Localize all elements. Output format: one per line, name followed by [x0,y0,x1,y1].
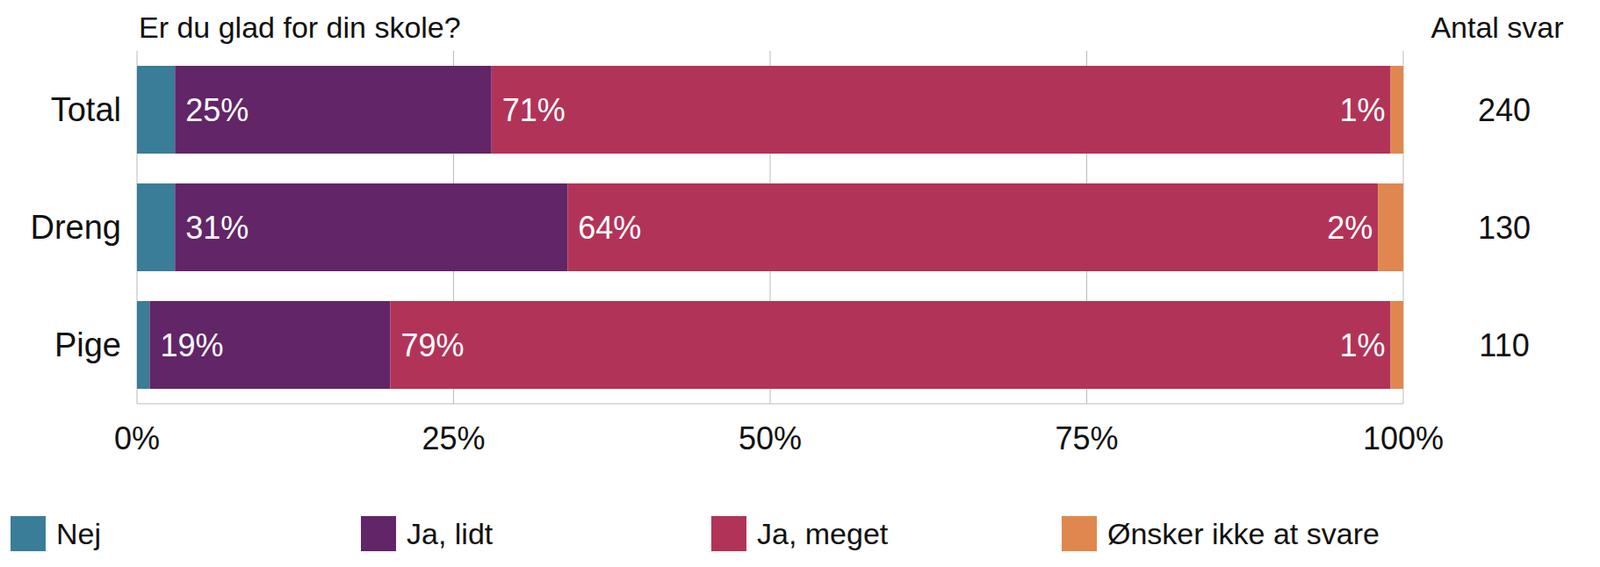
html-text:Antal svar: Antal svar [1430,10,1564,44]
svg-text:100%: 100% [1362,420,1444,457]
svg-text:130: 130 [1477,209,1531,246]
svg-text:31%: 31% [185,209,249,246]
svg-text:1%: 1% [1340,327,1386,364]
svg-text:64%: 64% [577,209,642,246]
svg-text:2%: 2% [1326,209,1373,246]
html-text:Ønsker ikke at svare: Ønsker ikke at svare [1107,516,1380,551]
svg-text:Pige: Pige [54,326,122,364]
html-text:Nej: Nej [56,516,101,551]
svg-text:25%: 25% [185,92,249,129]
svg-text:19%: 19% [159,327,224,364]
svg-text:1%: 1% [1340,92,1386,129]
svg-text:79%: 79% [400,327,464,364]
html-text:Ja, meget: Ja, meget [756,516,889,551]
svg-text:75%: 75% [1054,420,1118,457]
svg-text:Dreng: Dreng [30,209,123,246]
svg-text:71%: 71% [502,92,566,129]
svg-text:0%: 0% [114,420,160,457]
svg-text:Total: Total [50,91,122,129]
svg-text:25%: 25% [421,420,485,457]
svg-text:50%: 50% [738,420,802,457]
svg-text:240: 240 [1477,92,1531,129]
html-text:Ja, lidt: Ja, lidt [406,516,493,551]
html-text:Er du glad for din skole?: Er du glad for din skole? [138,10,461,44]
svg-text:110: 110 [1478,327,1529,364]
